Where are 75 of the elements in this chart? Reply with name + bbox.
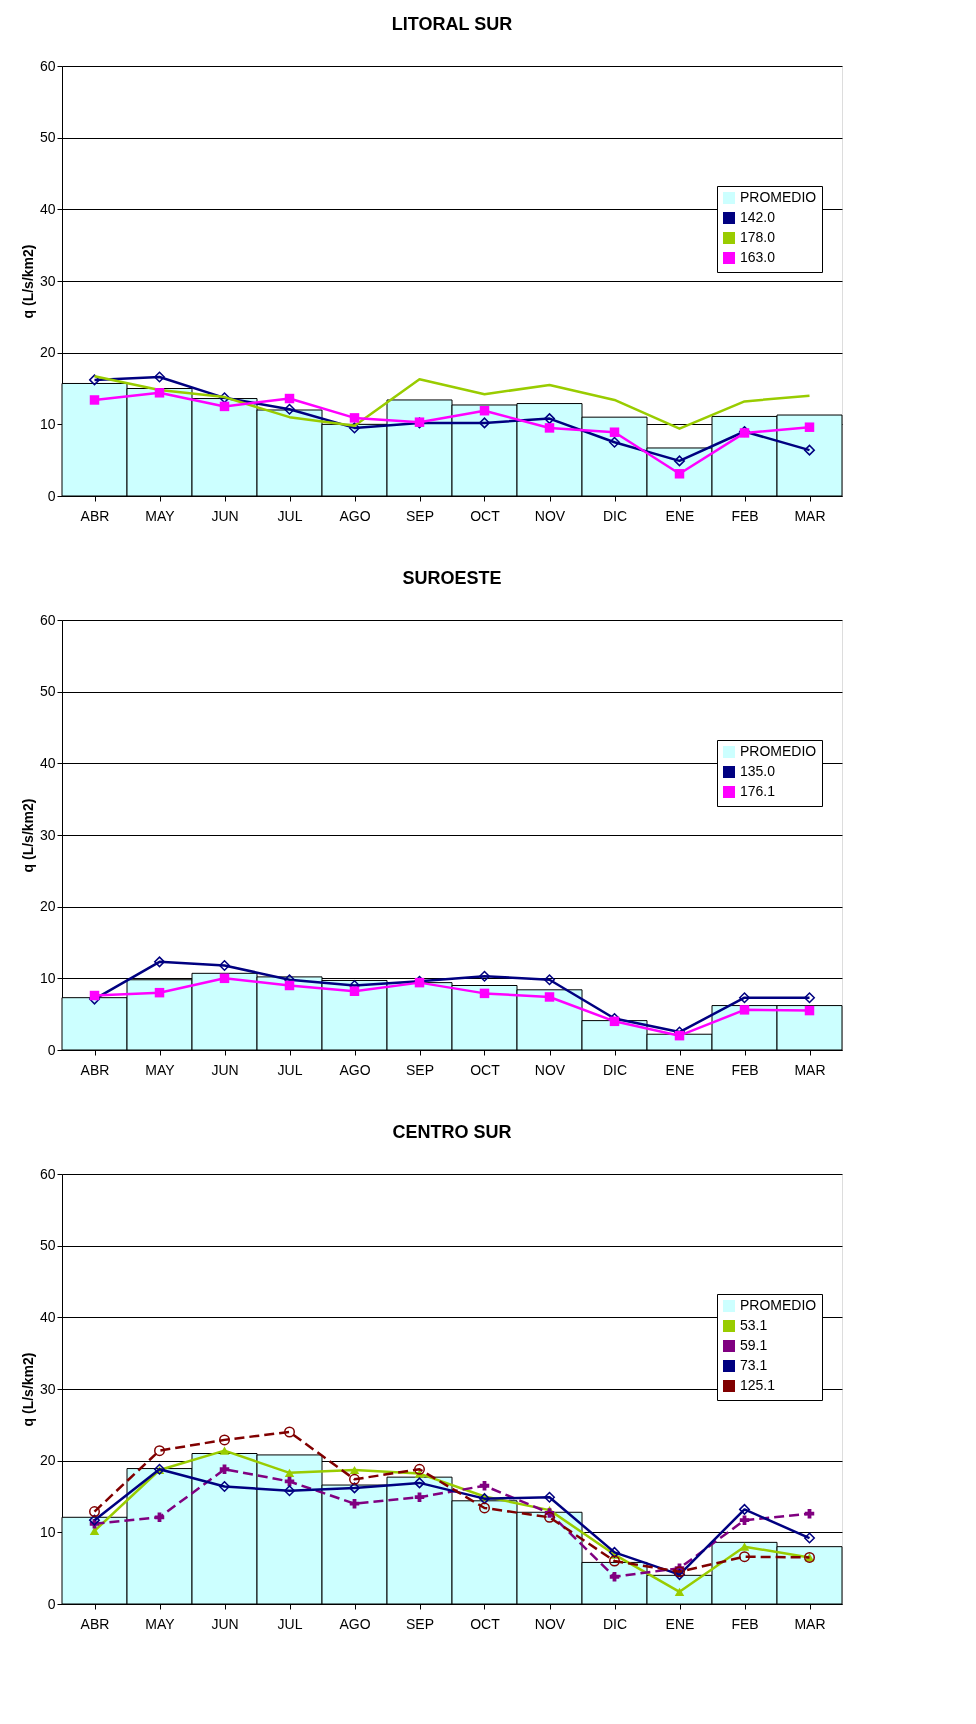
x-tick-label: FEB — [731, 507, 759, 524]
y-tick-label: 10 — [39, 1523, 56, 1540]
x-tick-label: ENE — [665, 1615, 695, 1632]
legend-label: 176.1 — [740, 783, 776, 799]
x-tick-label: MAY — [145, 507, 176, 524]
y-tick-label: 60 — [39, 1165, 56, 1182]
chart-title: CENTRO SUR — [392, 1122, 512, 1142]
x-tick-label: FEB — [731, 1615, 759, 1632]
y-tick-label: 60 — [39, 57, 56, 74]
y-tick-label: 10 — [39, 415, 56, 432]
legend-label: 73.1 — [740, 1357, 768, 1373]
x-tick-label: ENE — [665, 1061, 695, 1078]
legend-label: 59.1 — [740, 1337, 768, 1353]
x-tick-label: AGO — [339, 507, 371, 524]
y-tick-label: 50 — [39, 683, 56, 700]
x-tick-label: MAR — [794, 1061, 826, 1078]
x-tick-label: ENE — [665, 507, 695, 524]
y-tick-label: 0 — [47, 487, 56, 504]
x-tick-label: JUL — [277, 1061, 303, 1078]
legend-label: 178.0 — [740, 229, 776, 245]
y-tick-label: 10 — [39, 969, 56, 986]
x-tick-label: JUL — [277, 507, 303, 524]
chart-title: SUROESTE — [402, 568, 502, 588]
legend-label: 135.0 — [740, 763, 776, 779]
x-tick-label: MAY — [145, 1615, 176, 1632]
y-tick-label: 20 — [39, 344, 56, 361]
x-tick-label: MAR — [794, 1615, 826, 1632]
legend-label: 125.1 — [740, 1377, 776, 1393]
x-tick-label: SEP — [405, 1615, 435, 1632]
y-axis-title: q (L/s/km2) — [19, 244, 36, 319]
x-tick-label: MAY — [145, 1061, 176, 1078]
x-tick-label: ABR — [80, 1615, 110, 1632]
x-tick-label: JUN — [211, 507, 239, 524]
x-tick-label: ABR — [80, 507, 110, 524]
x-tick-label: DIC — [602, 507, 628, 524]
y-tick-label: 60 — [39, 611, 56, 628]
y-tick-label: 30 — [39, 272, 56, 289]
x-tick-label: OCT — [470, 507, 501, 524]
x-tick-label: OCT — [470, 1615, 501, 1632]
y-tick-label: 50 — [39, 129, 56, 146]
x-tick-label: AGO — [339, 1615, 371, 1632]
x-tick-label: AGO — [339, 1061, 371, 1078]
y-tick-label: 40 — [39, 754, 56, 771]
x-tick-label: OCT — [470, 1061, 501, 1078]
legend-label: 53.1 — [740, 1317, 768, 1333]
y-tick-label: 20 — [39, 898, 56, 915]
x-tick-label: JUN — [211, 1061, 239, 1078]
x-tick-label: MAR — [794, 507, 826, 524]
x-tick-label: ABR — [80, 1061, 110, 1078]
legend-label: PROMEDIO — [740, 1297, 817, 1313]
x-tick-label: DIC — [602, 1061, 628, 1078]
y-tick-label: 0 — [47, 1595, 56, 1612]
x-tick-label: DIC — [602, 1615, 628, 1632]
x-tick-label: SEP — [405, 507, 435, 524]
x-tick-label: SEP — [405, 1061, 435, 1078]
legend-label: PROMEDIO — [740, 189, 817, 205]
y-tick-label: 30 — [39, 826, 56, 843]
y-tick-label: 30 — [39, 1380, 56, 1397]
x-tick-label: FEB — [731, 1061, 759, 1078]
y-tick-label: 0 — [47, 1041, 56, 1058]
x-tick-label: NOV — [534, 507, 566, 524]
x-tick-label: NOV — [534, 1061, 566, 1078]
y-tick-label: 40 — [39, 200, 56, 217]
legend-label: PROMEDIO — [740, 743, 817, 759]
y-axis-title: q (L/s/km2) — [19, 798, 36, 873]
y-tick-label: 50 — [39, 1237, 56, 1254]
legend-label: 142.0 — [740, 209, 776, 225]
x-tick-label: JUN — [211, 1615, 239, 1632]
chart-title: LITORAL SUR — [391, 14, 513, 34]
y-tick-label: 40 — [39, 1308, 56, 1325]
y-tick-label: 20 — [39, 1452, 56, 1469]
y-axis-title: q (L/s/km2) — [19, 1352, 36, 1427]
x-tick-label: NOV — [534, 1615, 566, 1632]
legend-label: 163.0 — [740, 249, 776, 265]
x-tick-label: JUL — [277, 1615, 303, 1632]
